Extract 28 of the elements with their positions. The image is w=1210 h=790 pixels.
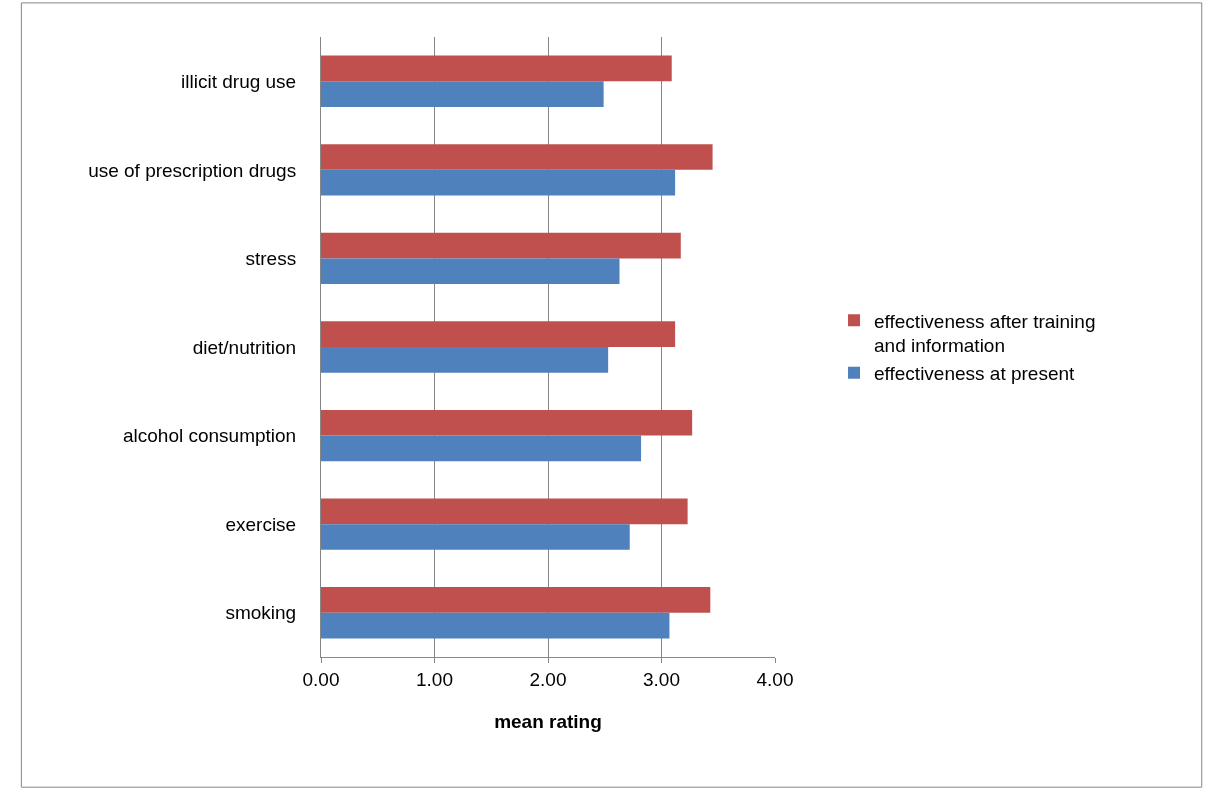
bar (321, 81, 604, 107)
y-tick-label: illicit drug use (181, 70, 297, 92)
bar (321, 55, 672, 82)
bar (321, 321, 676, 347)
bar (321, 524, 630, 550)
x-axis-title: mean rating (494, 710, 602, 732)
y-tick-label: smoking (225, 602, 297, 624)
bar (321, 347, 609, 373)
y-tick-label: exercise (225, 513, 297, 535)
y-tick-label: use of prescription drugs (88, 159, 297, 181)
x-tick-label: 3.00 (643, 668, 680, 690)
y-tick-label: diet/nutrition (192, 336, 297, 358)
x-tick-label: 0.00 (302, 668, 340, 690)
bar (321, 435, 642, 462)
bar (321, 612, 670, 639)
bar (321, 587, 711, 613)
y-tick-label: alcohol consumption (122, 425, 297, 447)
bar (321, 409, 693, 436)
bar (321, 232, 681, 259)
bar (321, 258, 620, 285)
x-tick-label: 1.00 (416, 668, 453, 690)
bar (321, 144, 713, 170)
x-tick-label: 4.00 (756, 668, 794, 690)
bar (321, 498, 688, 525)
legend-label: effectiveness at present (874, 363, 1076, 385)
x-tick-label: 2.00 (529, 668, 567, 690)
y-tick-label: stress (245, 248, 297, 270)
bar (321, 169, 676, 196)
